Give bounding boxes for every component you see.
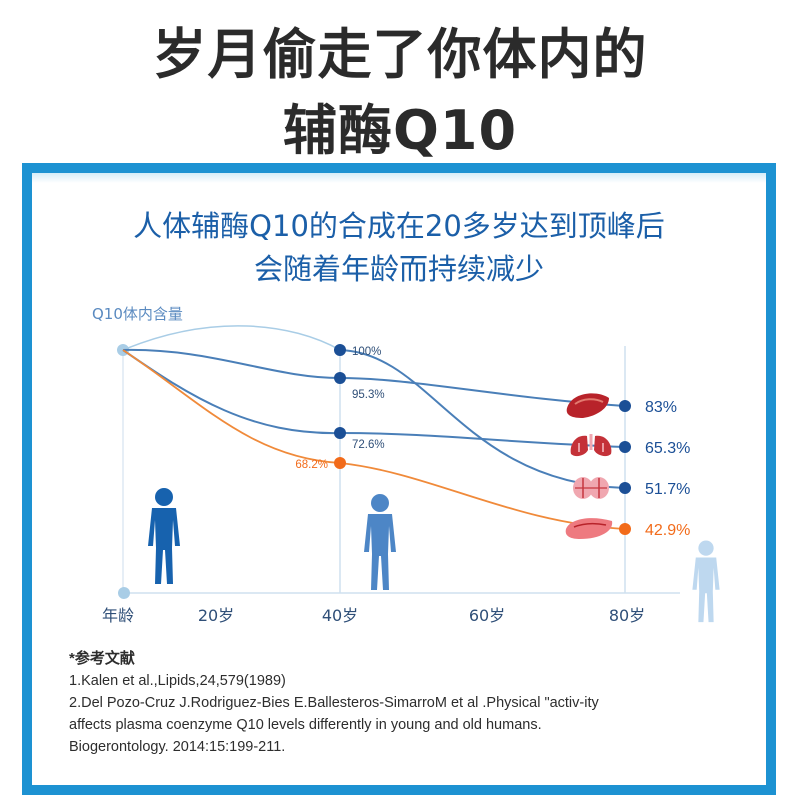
data-label-heart-80: 51.7% [645, 481, 690, 498]
chart-title-line-1: 人体辅酶Q10的合成在20多岁达到顶峰后 [133, 209, 665, 243]
data-label-heart-40: 100% [352, 346, 381, 358]
liver-icon [566, 393, 609, 418]
chart-frame: 人体辅酶Q10的合成在20多岁达到顶峰后 会随着年龄而持续减少 Q10体内含量 … [22, 163, 776, 795]
data-label-liver-40: 95.3% [352, 389, 385, 401]
data-label-pancreas-80: 42.9% [645, 522, 690, 539]
data-point-lungs-40 [334, 427, 346, 439]
x-tick-20: 20岁 [198, 606, 234, 625]
x-tick-60: 60岁 [469, 606, 505, 625]
curve-pancreas-start [122, 349, 341, 464]
human-figure-20 [148, 488, 180, 584]
data-label-lungs-80: 65.3% [645, 440, 690, 457]
light-arc [122, 325, 341, 351]
data-label-liver-80: 83% [645, 399, 677, 416]
data-point-lungs-80 [619, 441, 631, 453]
y-axis-label: Q10体内含量 [92, 305, 183, 323]
curve-liver-start [122, 348, 341, 379]
x-axis-label: 年龄 [102, 606, 134, 625]
x-tick-80: 80岁 [609, 606, 645, 625]
x-tick-40: 40岁 [322, 606, 358, 625]
human-figure-40 [364, 494, 396, 590]
human-figure-80 [692, 540, 720, 623]
references: *参考文献 1.Kalen et al.,Lipids,24,579(1989)… [69, 648, 759, 758]
curve-heart [339, 349, 626, 489]
points-layer: 100% 51.7% 95.3% 83% 72.6% 65.3% 68.2% 42.9% [295, 344, 690, 539]
headline-line-1: 岁月偷走了你体内的 [152, 23, 648, 86]
frame-top-gradient [32, 173, 766, 183]
reference-line-2: 2.Del Pozo-Cruz J.Rodriguez-Bies E.Balle… [69, 695, 599, 711]
data-point-liver-80 [619, 400, 631, 412]
origin-dot [118, 587, 130, 599]
reference-line-3: affects plasma coenzyme Q10 levels diffe… [69, 717, 542, 733]
chart-title-line-2: 会随着年龄而持续减少 [253, 252, 544, 286]
chart-svg: Q10体内含量 年龄 20岁 40岁 60岁 80岁 [92, 305, 720, 625]
data-point-liver-40 [334, 372, 346, 384]
heart-icon [573, 477, 609, 499]
references-heading: *参考文献 [69, 650, 135, 667]
data-label-pancreas-40: 68.2% [295, 459, 328, 471]
lungs-icon [570, 434, 612, 457]
reference-line-4: Biogerontology. 2014:15:199-211. [69, 739, 286, 755]
data-point-pancreas-40 [334, 457, 346, 469]
data-point-heart-40 [334, 344, 346, 356]
data-label-lungs-40: 72.6% [352, 439, 385, 451]
data-point-pancreas-80 [619, 523, 631, 535]
pancreas-icon [565, 518, 613, 539]
data-point-heart-80 [619, 482, 631, 494]
headline-line-2: 辅酶Q10 [282, 99, 518, 162]
reference-line-1: 1.Kalen et al.,Lipids,24,579(1989) [69, 673, 286, 689]
